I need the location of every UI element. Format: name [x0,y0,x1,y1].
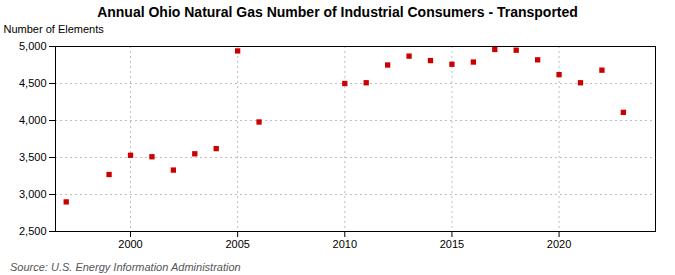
html-text:Annual Ohio Natural Gas Number: Annual Ohio Natural Gas Number of Indust… [97,4,578,20]
svg-text:3,000: 3,000 [19,188,47,200]
svg-text:5,000: 5,000 [19,40,47,52]
svg-text:2010: 2010 [333,238,357,250]
svg-text:3,500: 3,500 [19,151,47,163]
svg-text:2020: 2020 [547,238,571,250]
svg-text:4,500: 4,500 [19,77,47,89]
html-text:Source: U.S. Energy Informatio: Source: U.S. Energy Information Administ… [10,261,241,273]
svg-text:2015: 2015 [440,238,464,250]
svg-text:4,000: 4,000 [19,114,47,126]
svg-text:2000: 2000 [118,238,142,250]
svg-text:2,500: 2,500 [19,225,47,237]
svg-text:2005: 2005 [225,238,249,250]
svg-text:Number of Elements: Number of Elements [4,23,105,35]
